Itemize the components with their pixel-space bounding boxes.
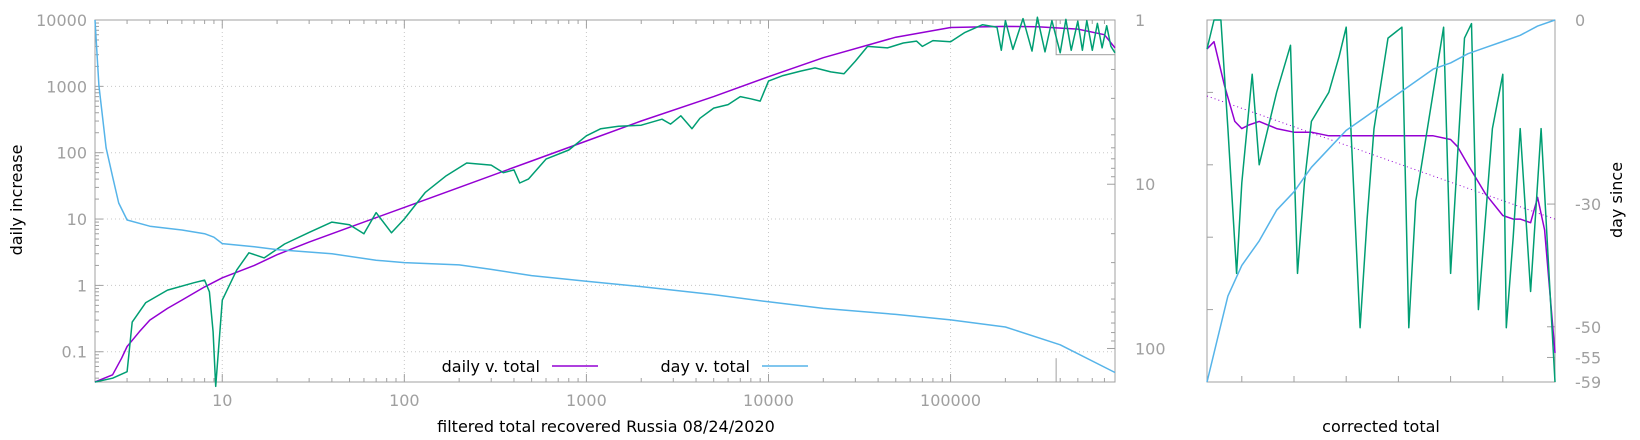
legend-label-day-v-total: day v. total	[661, 357, 751, 376]
inset-y2-tick-label: -50	[1575, 318, 1601, 337]
main-plot-axes: 10 100 1000 10000 100000 0.1 1 10 100 1000 10000 1 1…	[36, 11, 1165, 410]
inset-plot-axes: 0 -30 -50 -55 -59	[1206, 11, 1601, 392]
y-tick-label: 100	[56, 144, 87, 163]
y-tick-label: 10	[67, 210, 87, 229]
y-tick-label: 10000	[36, 11, 87, 30]
legend: daily v. total day v. total	[442, 357, 808, 376]
inset-y2-tick-label: -30	[1575, 195, 1601, 214]
y-tick-label: 0.1	[62, 343, 87, 362]
inset-plot-series	[1206, 19, 1556, 383]
main-plot-frame	[94, 19, 1116, 383]
main-y-axis-title: daily increase	[7, 145, 26, 256]
main-plot-grid	[95, 19, 1115, 382]
y2-tick-label: 1	[1135, 11, 1145, 30]
inset-y2-tick-label: -55	[1575, 348, 1601, 367]
x-tick-label: 10000	[743, 391, 794, 410]
y2-tick-label: 100	[1135, 339, 1166, 358]
x-tick-label: 100	[389, 391, 420, 410]
inset-plot-frame	[1206, 19, 1556, 383]
x-tick-label: 100000	[920, 391, 981, 410]
series-line-1	[94, 16, 1116, 388]
y-tick-label: 1000	[46, 77, 87, 96]
series-line-2	[94, 19, 1116, 374]
main-plot-series	[94, 16, 1116, 388]
inset-x-axis-title: corrected total	[1322, 417, 1440, 436]
inset-trend-line	[1206, 95, 1556, 220]
main-x-axis-title: filtered total recovered Russia 08/24/20…	[437, 417, 775, 436]
inset-y2-tick-label: -59	[1575, 373, 1601, 392]
inset-series-line-1	[1206, 19, 1556, 383]
inset-y2-tick-label: 0	[1575, 11, 1585, 30]
y-tick-label: 1	[77, 276, 87, 295]
y2-tick-label: 10	[1135, 175, 1155, 194]
inset-series-line-2	[1206, 19, 1556, 383]
inset-series-line-0	[1206, 40, 1556, 354]
series-line-0	[94, 25, 1116, 383]
x-tick-label: 1000	[566, 391, 607, 410]
inset-y2-axis-title: day since	[1607, 162, 1626, 238]
legend-label-daily-v-total: daily v. total	[442, 357, 540, 376]
x-tick-label: 10	[212, 391, 232, 410]
